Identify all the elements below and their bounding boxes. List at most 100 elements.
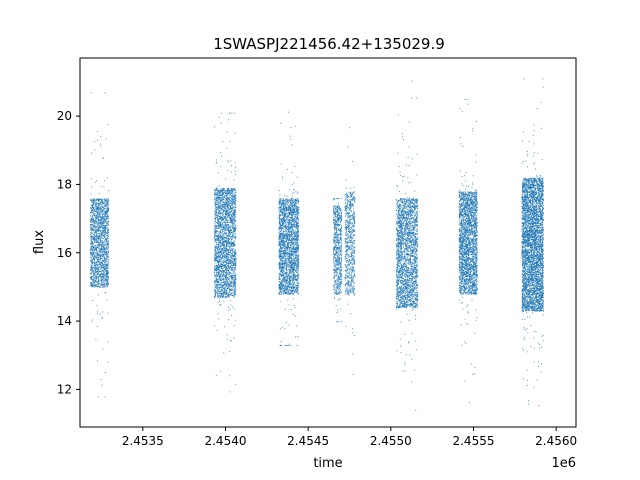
data-point bbox=[98, 272, 100, 274]
data-point bbox=[217, 295, 219, 297]
data-point bbox=[228, 270, 230, 272]
data-point bbox=[231, 220, 233, 222]
data-point bbox=[96, 221, 98, 223]
data-point bbox=[216, 219, 218, 221]
data-point bbox=[106, 201, 107, 203]
data-point bbox=[91, 277, 92, 279]
data-point bbox=[227, 255, 229, 257]
data-point bbox=[97, 241, 99, 243]
data-point bbox=[223, 224, 225, 226]
data-point bbox=[221, 219, 223, 221]
data-point bbox=[93, 224, 95, 226]
data-point bbox=[215, 188, 217, 190]
data-point bbox=[105, 250, 107, 252]
data-point bbox=[98, 263, 100, 265]
data-point bbox=[234, 236, 236, 238]
data-point bbox=[222, 292, 223, 294]
data-point bbox=[222, 261, 224, 263]
data-point bbox=[107, 206, 109, 208]
data-point bbox=[289, 261, 291, 263]
data-point bbox=[98, 268, 100, 270]
data-point bbox=[231, 282, 233, 284]
data-point bbox=[223, 254, 225, 256]
data-point bbox=[227, 197, 229, 199]
data-point bbox=[224, 223, 226, 225]
data-point bbox=[278, 274, 280, 276]
data-point bbox=[229, 273, 231, 274]
data-point bbox=[99, 219, 101, 221]
data-point bbox=[214, 229, 216, 231]
data-point bbox=[225, 293, 227, 295]
data-point bbox=[221, 289, 223, 291]
data-point bbox=[286, 215, 288, 217]
data-point bbox=[234, 293, 236, 295]
data-point bbox=[101, 226, 103, 228]
data-point bbox=[220, 200, 222, 202]
data-point bbox=[226, 255, 228, 257]
data-point bbox=[230, 241, 232, 243]
data-point bbox=[286, 257, 288, 259]
data-point bbox=[95, 270, 96, 271]
data-point bbox=[231, 249, 233, 251]
data-point bbox=[214, 296, 216, 298]
data-point bbox=[229, 251, 231, 252]
data-point bbox=[227, 284, 229, 286]
data-point bbox=[101, 214, 103, 216]
data-point bbox=[233, 275, 234, 277]
data-point bbox=[230, 219, 232, 221]
data-point bbox=[230, 264, 232, 266]
data-point bbox=[218, 244, 220, 246]
data-point bbox=[93, 219, 95, 221]
data-point bbox=[107, 270, 108, 271]
data-point bbox=[107, 261, 109, 262]
data-point bbox=[225, 279, 227, 281]
data-point bbox=[234, 294, 235, 296]
data-point bbox=[225, 283, 227, 285]
data-point bbox=[107, 256, 109, 258]
data-point bbox=[95, 247, 97, 249]
data-point bbox=[98, 237, 100, 239]
data-point bbox=[96, 265, 98, 267]
data-point bbox=[92, 200, 94, 202]
data-point bbox=[234, 289, 236, 291]
data-point bbox=[232, 200, 234, 202]
data-point bbox=[222, 297, 224, 298]
data-point bbox=[220, 279, 222, 281]
data-point bbox=[219, 246, 221, 248]
data-point bbox=[221, 266, 223, 268]
data-point bbox=[234, 270, 235, 272]
data-point bbox=[295, 242, 297, 244]
data-point bbox=[225, 234, 227, 236]
data-point bbox=[92, 223, 94, 225]
data-point bbox=[100, 201, 102, 203]
data-point bbox=[97, 199, 99, 201]
data-point bbox=[222, 295, 224, 297]
data-point bbox=[231, 269, 233, 271]
data-point bbox=[218, 233, 220, 235]
data-point bbox=[234, 287, 236, 288]
data-point bbox=[221, 261, 223, 262]
data-point bbox=[230, 225, 232, 227]
data-point bbox=[232, 197, 234, 198]
data-point bbox=[278, 206, 280, 208]
data-point bbox=[226, 334, 228, 336]
data-point bbox=[225, 204, 227, 206]
data-point bbox=[230, 293, 231, 295]
data-point bbox=[222, 219, 224, 221]
data-point bbox=[91, 223, 93, 225]
data-point bbox=[93, 209, 95, 211]
data-point bbox=[95, 240, 97, 242]
data-point bbox=[294, 251, 296, 253]
data-point bbox=[217, 223, 219, 225]
data-point bbox=[105, 238, 107, 240]
data-point bbox=[290, 308, 292, 310]
data-point bbox=[100, 286, 102, 288]
data-point bbox=[295, 271, 297, 272]
data-point bbox=[91, 219, 93, 220]
data-point bbox=[94, 222, 96, 224]
data-point bbox=[223, 252, 224, 254]
data-point bbox=[107, 247, 109, 249]
data-point bbox=[222, 242, 224, 244]
data-point bbox=[94, 240, 95, 242]
data-point bbox=[230, 285, 232, 287]
